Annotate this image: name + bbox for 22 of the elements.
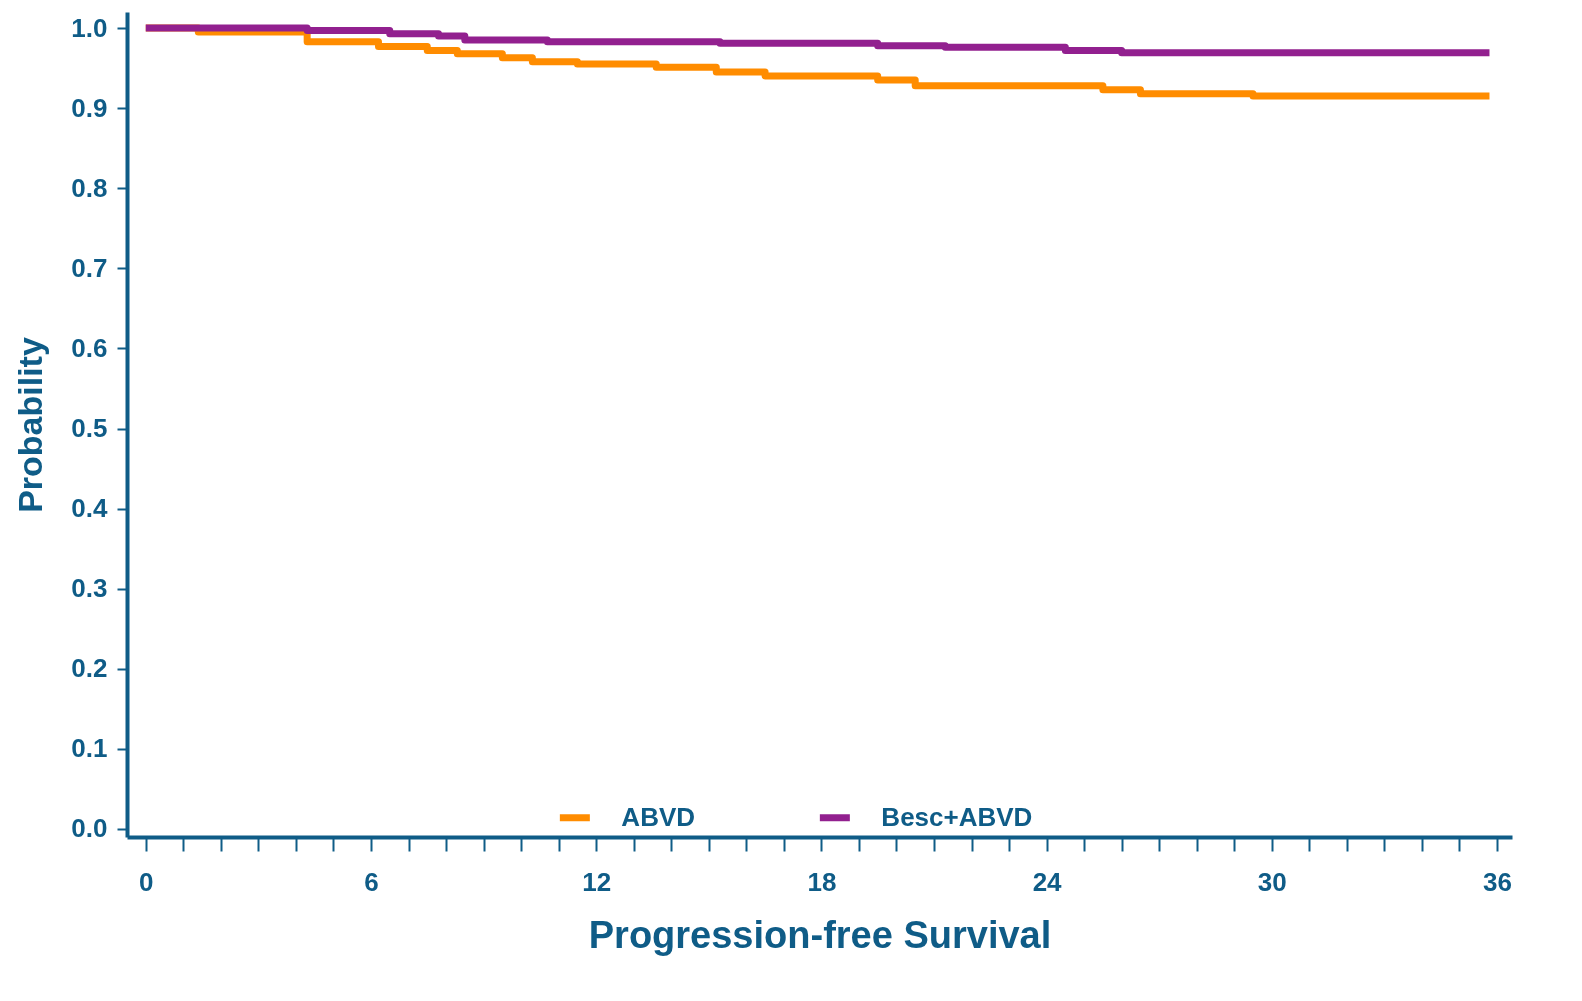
y-tick-label: 0.9 [71,92,108,123]
legend-label: Besc+ABVD [881,801,1033,832]
x-tick-label: 12 [582,866,612,897]
y-tick-label: 0.3 [71,573,108,604]
y-tick-label: 0.6 [71,332,108,363]
y-tick-label: 0.5 [71,413,108,443]
x-axis-title: Progression-free Survival [588,913,1052,956]
y-tick-label: 1.0 [71,12,108,43]
y-tick-label: 0.7 [71,252,108,283]
y-tick-label: 0.2 [71,653,108,684]
x-tick-label: 6 [364,866,379,897]
y-tick-label: 0.0 [71,813,108,844]
x-tick-label: 24 [1032,866,1063,897]
x-tick-label: 18 [807,866,837,897]
y-axis-title: Probability [11,337,50,513]
legend-label: ABVD [621,801,696,832]
y-tick-label: 0.1 [71,733,108,764]
x-tick-label: 0 [139,866,154,897]
x-tick-label: 30 [1257,866,1287,897]
x-tick-label: 36 [1483,866,1512,897]
y-tick-label: 0.4 [71,493,109,524]
y-tick-label: 0.8 [71,172,108,203]
